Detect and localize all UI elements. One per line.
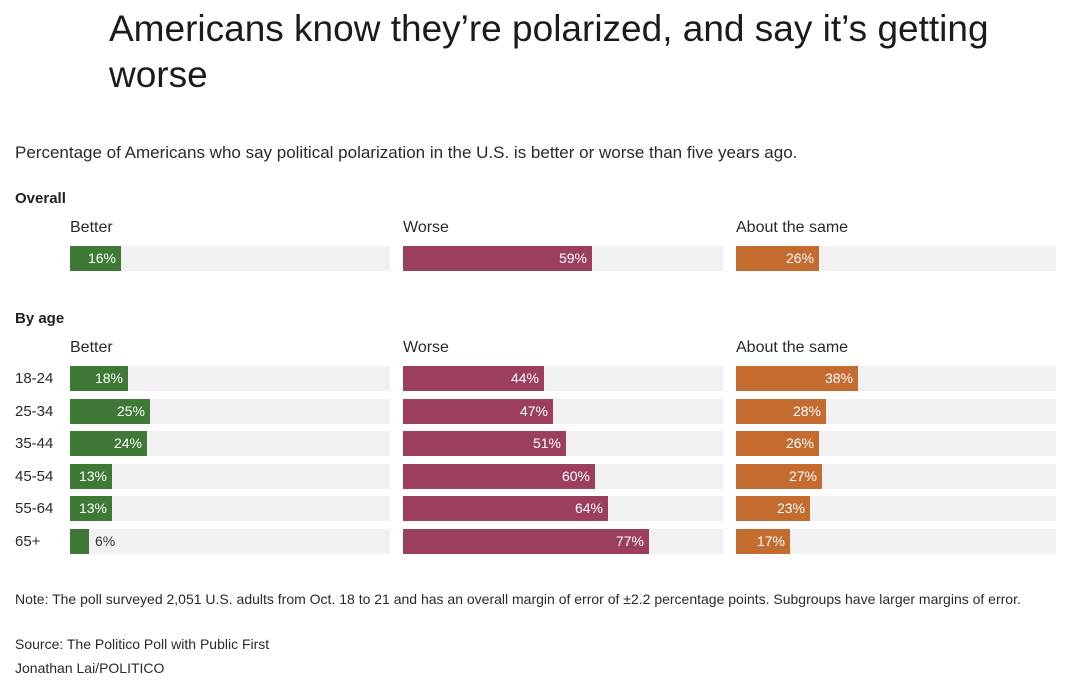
bar-track-better: 13% [70, 496, 390, 521]
data-label-better: 18% [94, 370, 123, 386]
bar-better [70, 496, 112, 521]
data-label-worse: 59% [558, 250, 587, 266]
data-label-same: 27% [788, 468, 817, 484]
bar-track-same: 27% [736, 464, 1056, 489]
bar-same [736, 399, 826, 424]
section-label: Overall [15, 190, 66, 207]
data-label-worse: 44% [510, 370, 539, 386]
bar-worse [403, 246, 592, 271]
data-label-same: 23% [776, 500, 805, 516]
bar-track-worse: 60% [403, 464, 723, 489]
bar-track-better: 25% [70, 399, 390, 424]
bar-worse [403, 366, 544, 391]
bar-worse [403, 431, 566, 456]
source-line: Source: The Politico Poll with Public Fi… [15, 636, 270, 652]
bar-track-better: 18% [70, 366, 390, 391]
row-label: 35-44 [15, 435, 54, 452]
row-label: 25-34 [15, 403, 54, 420]
bar-track-worse: 77% [403, 529, 723, 554]
data-label-same: 38% [824, 370, 853, 386]
data-label-better: 25% [116, 403, 145, 419]
bar-same [736, 464, 822, 489]
bar-track-better: 13% [70, 464, 390, 489]
data-label-better: 24% [113, 435, 142, 451]
data-label-better: 13% [78, 500, 107, 516]
column-header-better: Better [70, 339, 113, 356]
bar-track-worse: 64% [403, 496, 723, 521]
bar-same [736, 496, 810, 521]
row-label: 18-24 [15, 370, 54, 387]
data-label-worse: 60% [561, 468, 590, 484]
column-header-same: About the same [736, 339, 849, 356]
bar-worse [403, 529, 649, 554]
bar-same [736, 246, 819, 271]
bar-same [736, 431, 819, 456]
row-label: 65+ [15, 533, 41, 550]
bar-track-worse: 47% [403, 399, 723, 424]
data-label-same: 17% [756, 533, 785, 549]
data-label-better: 13% [78, 468, 107, 484]
data-label-better: 16% [87, 250, 116, 266]
bar-track-same: 28% [736, 399, 1056, 424]
bar-better [70, 366, 128, 391]
bar-track-better: 6% [70, 529, 390, 554]
bar-better [70, 529, 89, 554]
column-header-worse: Worse [403, 219, 449, 236]
bar-worse [403, 399, 553, 424]
data-label-better: 6% [95, 533, 116, 549]
bar-better [70, 431, 147, 456]
chart-title: Americans know they’re polarized, and sa… [109, 8, 989, 95]
data-label-same: 26% [785, 250, 814, 266]
column-header-same: About the same [736, 219, 849, 236]
bar-better [70, 399, 150, 424]
credit-line: Jonathan Lai/POLITICO [15, 660, 165, 676]
bar-better [70, 246, 121, 271]
bar-track-same: 26% [736, 246, 1056, 271]
bar-track-worse: 51% [403, 431, 723, 456]
bar-worse [403, 496, 608, 521]
row-label: 45-54 [15, 468, 54, 485]
bar-same [736, 366, 858, 391]
bar-track-same: 23% [736, 496, 1056, 521]
bar-worse [403, 464, 595, 489]
bar-track-worse: 44% [403, 366, 723, 391]
bar-better [70, 464, 112, 489]
bar-track-same: 26% [736, 431, 1056, 456]
column-header-better: Better [70, 219, 113, 236]
bar-track-worse: 59% [403, 246, 723, 271]
bar-track-same: 38% [736, 366, 1056, 391]
column-header-worse: Worse [403, 339, 449, 356]
chart-subtitle: Percentage of Americans who say politica… [15, 143, 798, 162]
bar-track-same: 17% [736, 529, 1056, 554]
row-label: 55-64 [15, 500, 54, 517]
bar-track-better: 16% [70, 246, 390, 271]
data-label-worse: 51% [532, 435, 561, 451]
bar-track-better: 24% [70, 431, 390, 456]
data-label-same: 26% [785, 435, 814, 451]
bar-same [736, 529, 790, 554]
data-label-worse: 77% [615, 533, 644, 549]
section-label: By age [15, 310, 65, 327]
data-label-same: 28% [792, 403, 821, 419]
data-label-worse: 64% [574, 500, 603, 516]
data-label-worse: 47% [519, 403, 548, 419]
footnote: Note: The poll surveyed 2,051 U.S. adult… [15, 591, 1021, 607]
